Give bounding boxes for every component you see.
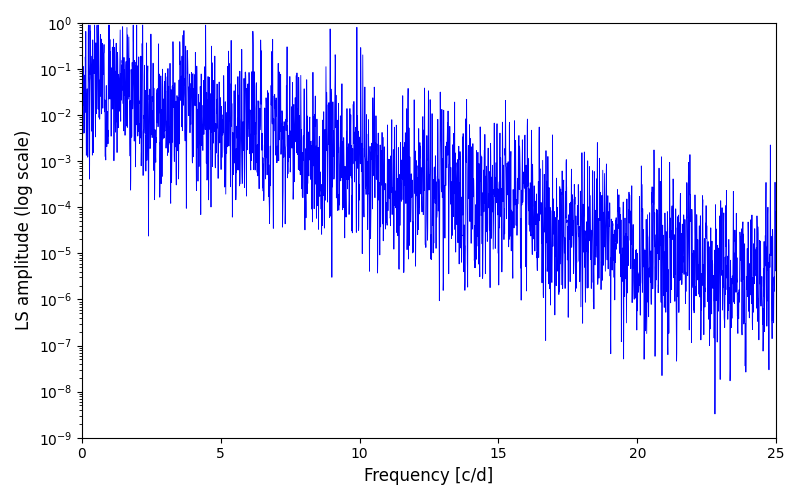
X-axis label: Frequency [c/d]: Frequency [c/d] bbox=[364, 467, 494, 485]
Y-axis label: LS amplitude (log scale): LS amplitude (log scale) bbox=[15, 130, 33, 330]
